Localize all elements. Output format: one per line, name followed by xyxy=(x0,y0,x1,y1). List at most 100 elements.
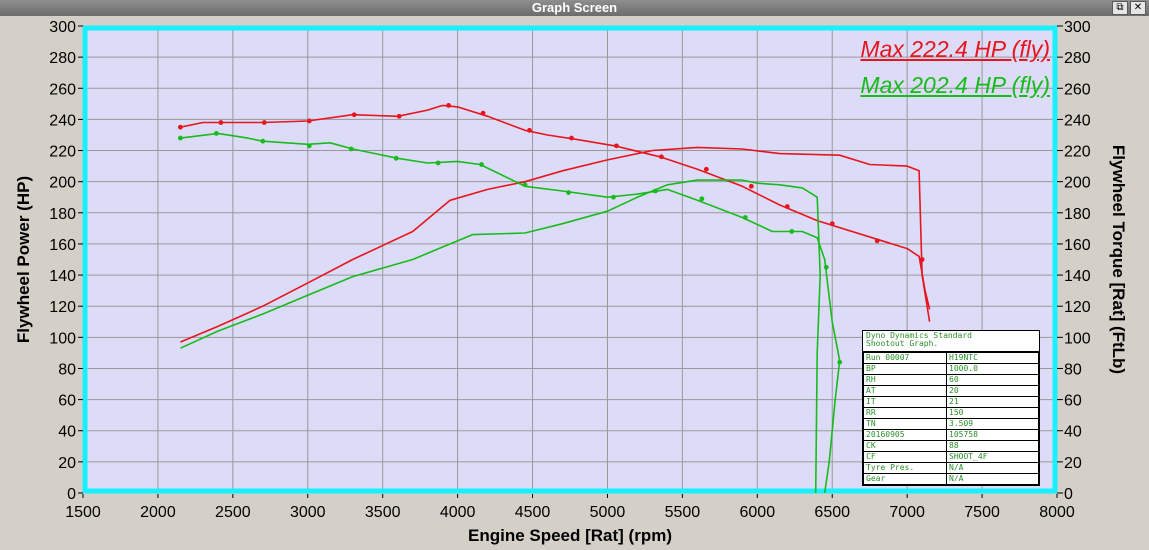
y2-axis-label: Flywheel Torque [Rat] (FtLb) xyxy=(1109,145,1128,374)
y2-tick-label: 20 xyxy=(1064,455,1082,472)
y-tick-label: 220 xyxy=(49,144,76,161)
y-tick-label: 280 xyxy=(49,50,76,67)
restore-icon[interactable]: ⧉ xyxy=(1112,1,1128,15)
info-value: 3.509 xyxy=(946,418,1039,430)
series-marker xyxy=(351,112,357,118)
series-marker xyxy=(393,155,399,161)
y2-tick-label: 140 xyxy=(1064,268,1091,285)
y2-tick-label: 180 xyxy=(1064,206,1091,223)
x-tick-label: 6000 xyxy=(740,504,776,521)
series-marker xyxy=(218,120,224,125)
info-row: TN 3.509 xyxy=(863,418,1039,430)
info-key: IT xyxy=(863,396,947,408)
info-value: 60 xyxy=(946,374,1039,386)
info-value: 150 xyxy=(946,407,1039,419)
y2-tick-label: 280 xyxy=(1064,50,1091,67)
series-marker xyxy=(348,146,354,152)
y-tick-label: 300 xyxy=(49,19,76,36)
x-tick-label: 8000 xyxy=(1039,504,1075,521)
y-tick-label: 180 xyxy=(49,206,76,223)
info-row: AT 20 xyxy=(863,385,1039,397)
series-marker xyxy=(659,154,664,160)
info-row: Run 00007 H19NTC xyxy=(863,352,1039,364)
x-tick-label: 3000 xyxy=(290,504,326,521)
info-row: RR 150 xyxy=(863,407,1039,419)
info-key: RH xyxy=(863,374,947,386)
y2-tick-label: 220 xyxy=(1064,144,1091,161)
info-value: H19NTC xyxy=(946,352,1039,364)
x-tick-label: 7500 xyxy=(964,504,1000,521)
x-axis-label: Engine Speed [Rat] (rpm) xyxy=(468,526,672,545)
info-row: 20160905 105758 xyxy=(863,429,1039,441)
info-value: 20 xyxy=(946,385,1039,397)
info-value: 105758 xyxy=(946,429,1039,441)
y2-tick-label: 120 xyxy=(1064,299,1091,316)
y-tick-label: 60 xyxy=(58,393,76,410)
y2-tick-label: 60 xyxy=(1064,393,1082,410)
info-table: Run 00007 H19NTC BP 1000.0 RH 60 AT 20 IT 21 RR 150… xyxy=(863,352,1039,485)
info-header: Dyno Dynamics Standard Shootout Graph. xyxy=(863,331,1039,352)
y2-tick-label: 200 xyxy=(1064,175,1091,192)
series-marker xyxy=(435,160,441,166)
y-tick-label: 0 xyxy=(67,486,76,503)
y-tick-label: 260 xyxy=(49,81,76,98)
legend-entry-red: Max 222.4 HP (fly) xyxy=(860,36,1050,62)
series-line-torque xyxy=(180,132,841,494)
info-header-line: Dyno Dynamics Standard xyxy=(866,331,972,340)
close-icon[interactable]: ✕ xyxy=(1130,1,1146,15)
y2-tick-label: 160 xyxy=(1064,237,1091,254)
plot-border xyxy=(82,25,1058,494)
x-tick-label: 7000 xyxy=(889,504,925,521)
info-value: 88 xyxy=(946,440,1039,452)
series-marker xyxy=(829,221,835,227)
series-marker xyxy=(569,135,574,141)
x-tick-label: 5000 xyxy=(590,504,626,521)
series-line-torque xyxy=(180,104,931,310)
info-key: Gear xyxy=(863,473,947,485)
info-row: CK 88 xyxy=(863,440,1039,452)
info-key: CF xyxy=(863,451,947,463)
y2-tick-label: 260 xyxy=(1064,81,1091,98)
series-line-power xyxy=(180,179,821,494)
series-marker xyxy=(178,124,183,130)
run-info-box: Dyno Dynamics Standard Shootout Graph. R… xyxy=(862,330,1040,486)
series-marker xyxy=(260,138,266,144)
x-tick-label: 4500 xyxy=(515,504,551,521)
series-marker xyxy=(566,190,571,195)
window-title: Graph Screen xyxy=(531,0,618,15)
series-marker xyxy=(703,166,709,172)
info-row: BP 1000.0 xyxy=(863,363,1039,375)
y-tick-label: 240 xyxy=(49,112,76,129)
graph-frame: 1500 2000 2500 3000 3500 4000 4500 5000 5500 6000… xyxy=(0,16,1149,550)
series-marker xyxy=(742,215,748,220)
window-titlebar: Graph Screen ⧉ ✕ xyxy=(0,0,1149,17)
info-value: N/A xyxy=(946,473,1039,485)
info-key: TN xyxy=(863,418,947,430)
series-marker xyxy=(213,131,219,136)
info-row: CF SHOOT_4F xyxy=(863,451,1039,463)
series-marker xyxy=(919,257,925,262)
info-value: 21 xyxy=(946,396,1039,408)
series-marker xyxy=(789,229,795,234)
x-tick-label: 6500 xyxy=(814,504,850,521)
legend-entry-green: Max 202.4 HP (fly) xyxy=(860,72,1050,98)
info-value: SHOOT_4F xyxy=(946,451,1039,463)
y2-tick-label: 240 xyxy=(1064,112,1091,129)
y-tick-label: 160 xyxy=(49,237,76,254)
info-key: Run 00007 xyxy=(863,352,947,364)
info-key: BP xyxy=(863,363,947,375)
series-marker xyxy=(837,359,843,365)
info-value: N/A xyxy=(946,462,1039,474)
series-marker xyxy=(306,118,312,124)
y-tick-label: 120 xyxy=(49,299,76,316)
info-key: Tyre Pres. xyxy=(863,462,947,474)
series-marker xyxy=(178,135,183,141)
series-marker xyxy=(522,182,528,188)
y-axis-label: Flywheel Power (HP) xyxy=(14,176,33,343)
series-marker xyxy=(261,120,267,125)
y2-tick-label: 100 xyxy=(1064,330,1091,347)
x-tick-label: 2500 xyxy=(215,504,251,521)
x-tick-label: 4000 xyxy=(440,504,476,521)
series-marker xyxy=(446,102,452,108)
series-marker xyxy=(614,143,619,149)
